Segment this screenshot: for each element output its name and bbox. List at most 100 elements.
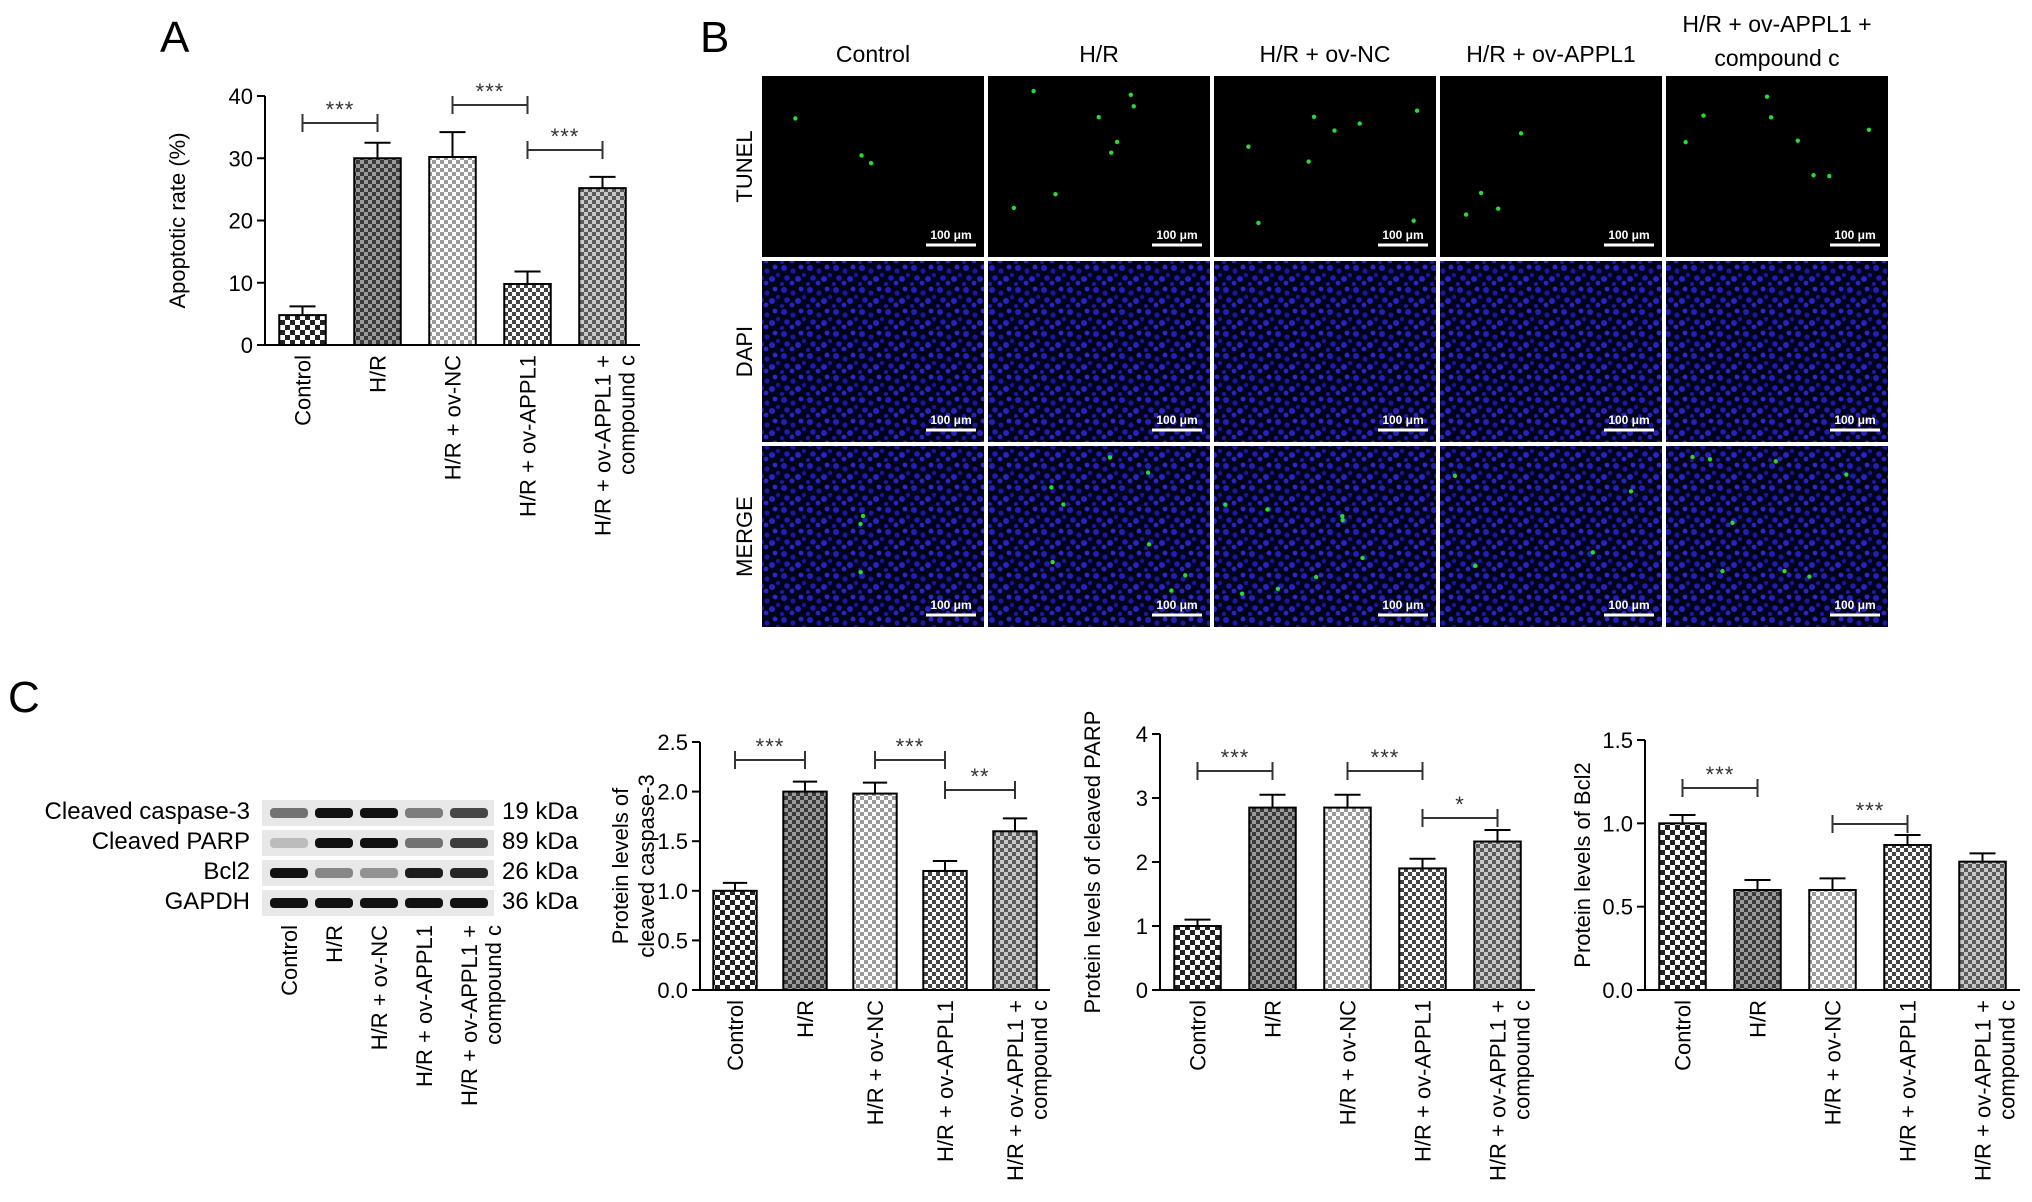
- tunel-positive-dot: [858, 521, 863, 527]
- micrograph-image: [762, 76, 984, 257]
- x-label-line: compound c: [1027, 1000, 1052, 1120]
- blot-band: [450, 838, 488, 848]
- significance-label: ***: [1371, 745, 1400, 770]
- x-label-line: H/R + ov-APPL1: [933, 1000, 958, 1162]
- tunel-positive-dot: [1265, 507, 1270, 512]
- tunel-positive-dot: [1473, 563, 1478, 569]
- micrograph-merge: 100 μm: [988, 446, 1210, 627]
- scale-bar-label: 100 μm: [1382, 598, 1423, 612]
- tunel-positive-dot: [1827, 173, 1832, 179]
- header-line: H/R + ov-NC: [1260, 41, 1391, 67]
- blot-size-label: 26 kDa: [502, 858, 579, 885]
- tunel-positive-dot: [1340, 513, 1345, 519]
- y-tick-label: 1.0: [1602, 811, 1633, 836]
- tunel-positive-dot: [1496, 206, 1501, 211]
- micrograph-image: [1214, 76, 1436, 257]
- tunel-positive-dot: [1183, 573, 1188, 578]
- blot-protein-label: GAPDH: [165, 888, 250, 915]
- micrograph-image: [762, 261, 984, 442]
- column-header: H/R + ov-APPL1: [1466, 41, 1635, 67]
- tunel-positive-dot: [858, 570, 863, 575]
- y-tick-label: 1.5: [657, 829, 688, 854]
- y-tick-label: 1.0: [657, 879, 688, 904]
- tunel-positive-dot: [1811, 173, 1816, 178]
- y-tick-label: 3: [1136, 786, 1148, 811]
- column-header: H/R: [1079, 41, 1119, 67]
- x-label-line: H/R: [1261, 1000, 1286, 1038]
- significance-label: ***: [551, 124, 580, 149]
- x-category-label: H/R + ov-NC: [1336, 1000, 1361, 1125]
- micrograph-dapi: 100 μm: [1214, 261, 1436, 442]
- x-category-label: Control: [291, 355, 316, 426]
- scale-bar-label: 100 μm: [930, 413, 971, 427]
- blot-band: [405, 838, 443, 848]
- micrograph-tunel: 100 μm: [1214, 76, 1436, 257]
- y-tick-label: 40: [229, 84, 253, 109]
- scale-bar-label: 100 μm: [1608, 413, 1649, 427]
- bar: [278, 314, 327, 346]
- x-label-line: H/R + ov-APPL1 +: [591, 355, 616, 536]
- header-line: H/R + ov-APPL1: [1466, 41, 1635, 67]
- blot-lane-label: H/R + ov-APPL1: [412, 925, 437, 1087]
- micrograph-dapi: 100 μm: [1440, 261, 1662, 442]
- micrograph-image: [1440, 261, 1662, 442]
- tunel-positive-dot: [1049, 485, 1054, 490]
- row-header: MERGE: [732, 496, 757, 577]
- tunel-positive-dot: [1114, 139, 1120, 145]
- bar: [782, 790, 828, 991]
- lane-label-line: H/R + ov-APPL1 +: [457, 925, 482, 1106]
- scale-bar-label: 100 μm: [1834, 413, 1875, 427]
- y-tick-label: 1.5: [1602, 728, 1633, 753]
- y-tick-label: 0.0: [657, 978, 688, 1003]
- tunel-positive-dot: [1311, 114, 1317, 119]
- x-category-label: Control: [1671, 1000, 1696, 1071]
- blot-band: [315, 898, 353, 908]
- x-category-label: H/R + ov-APPL1: [933, 1000, 958, 1162]
- tunel-positive-dot: [1131, 104, 1136, 109]
- micrograph-dapi: 100 μm: [762, 261, 984, 442]
- y-tick-label: 2.5: [657, 730, 688, 755]
- x-label-line: H/R + ov-APPL1: [1411, 1000, 1436, 1162]
- x-label-line: Control: [1671, 1000, 1696, 1071]
- tunel-positive-dot: [1690, 454, 1695, 460]
- y-label-line: Protein levels of: [608, 787, 633, 944]
- tunel-positive-dot: [1256, 220, 1261, 226]
- micrograph-image: [1666, 76, 1888, 257]
- x-label-line: H/R + ov-APPL1 +: [1003, 1000, 1028, 1181]
- tunel-positive-dot: [1478, 190, 1484, 196]
- tunel-positive-dot: [1031, 88, 1036, 94]
- blot-size-label: 36 kDa: [502, 888, 579, 915]
- x-category-label: H/R + ov-APPL1 +compound c: [591, 355, 640, 536]
- x-label-line: H/R + ov-APPL1 +: [1486, 1000, 1511, 1181]
- lane-label-line: compound c: [481, 925, 506, 1045]
- blot-band: [450, 808, 488, 818]
- bar: [712, 889, 758, 991]
- blot-band: [315, 838, 353, 848]
- bar: [578, 187, 627, 346]
- scale-bar-label: 100 μm: [1382, 413, 1423, 427]
- micrograph-image: [1214, 261, 1436, 442]
- blot-protein-label: Bcl2: [203, 858, 250, 885]
- micrograph-dapi: 100 μm: [988, 261, 1210, 442]
- header-line: Control: [836, 41, 910, 67]
- scale-bar-label: 100 μm: [1608, 598, 1649, 612]
- y-tick-label: 20: [229, 209, 253, 234]
- tunel-positive-dot: [1720, 568, 1725, 574]
- significance-label: ***: [756, 734, 785, 759]
- x-category-label: H/R: [1746, 1000, 1771, 1038]
- blot-size-label: 89 kDa: [502, 828, 579, 855]
- lane-label-line: Control: [277, 925, 302, 996]
- micrograph-merge: 100 μm: [762, 446, 984, 627]
- header-line: compound c: [1714, 45, 1839, 71]
- y-tick-label: 30: [229, 146, 253, 171]
- blot-lane-label: H/R: [322, 925, 347, 963]
- panel-letter-c: C: [8, 673, 40, 722]
- tunel-positive-dot: [868, 160, 874, 166]
- x-label-line: H/R + ov-NC: [1336, 1000, 1361, 1125]
- y-label-line: Protein levels of cleaved PARP: [1080, 711, 1105, 1014]
- tunel-positive-dot: [1050, 559, 1055, 565]
- blot-band: [450, 868, 488, 878]
- significance-label: ***: [476, 79, 505, 104]
- tunel-positive-dot: [1145, 470, 1151, 475]
- y-axis-label: Apoptotic rate (%): [165, 132, 190, 308]
